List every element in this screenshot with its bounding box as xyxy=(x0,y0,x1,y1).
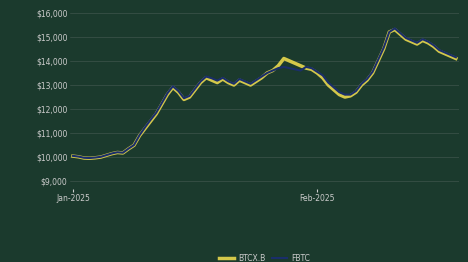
BTCX.B xyxy=(237,79,242,82)
FBTC xyxy=(70,154,76,157)
BTCX.B xyxy=(125,147,131,150)
FBTC xyxy=(392,27,398,30)
Line: BTCX.B: BTCX.B xyxy=(73,30,456,158)
BTCX.B xyxy=(87,157,93,160)
FBTC xyxy=(237,77,242,80)
FBTC xyxy=(453,56,459,59)
BTCX.B xyxy=(70,155,76,158)
FBTC xyxy=(192,87,198,90)
BTCX.B xyxy=(286,59,292,62)
FBTC xyxy=(87,156,93,160)
Legend: BTCX.B, FBTC: BTCX.B, FBTC xyxy=(216,251,313,262)
BTCX.B xyxy=(453,57,459,60)
FBTC xyxy=(409,39,414,42)
BTCX.B xyxy=(165,93,170,96)
BTCX.B xyxy=(192,88,198,91)
FBTC xyxy=(125,147,131,150)
BTCX.B xyxy=(409,40,414,43)
BTCX.B xyxy=(392,28,398,31)
Line: FBTC: FBTC xyxy=(73,28,456,158)
FBTC xyxy=(286,67,292,70)
FBTC xyxy=(165,92,170,95)
